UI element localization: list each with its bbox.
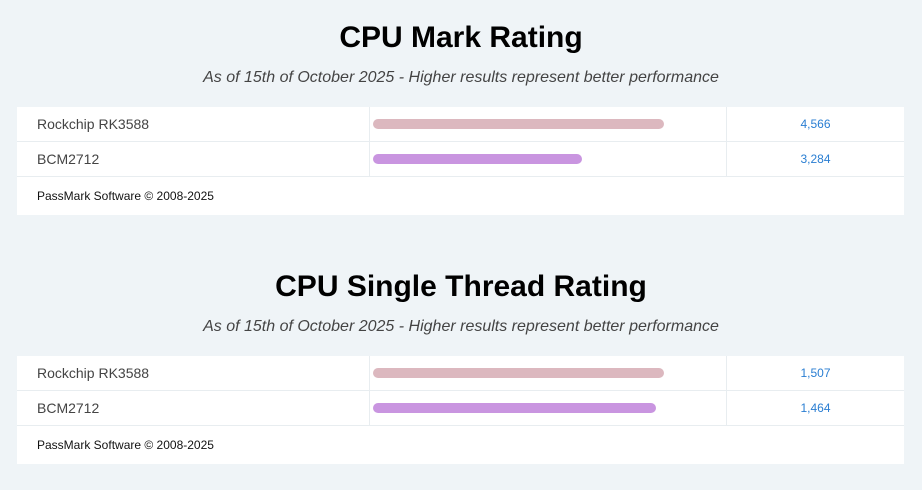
- cpu-name[interactable]: Rockchip RK3588: [17, 356, 370, 390]
- cpu-name[interactable]: BCM2712: [17, 391, 370, 425]
- chart-title: CPU Single Thread Rating: [275, 270, 647, 303]
- score-value[interactable]: 1,507: [800, 366, 831, 380]
- footer-credit: PassMark Software © 2008-2025: [37, 438, 214, 452]
- table-row: Rockchip RK3588 4,566: [17, 107, 904, 142]
- table-row: BCM2712 3,284: [17, 142, 904, 177]
- score-value[interactable]: 4,566: [800, 117, 831, 131]
- cpu-name[interactable]: BCM2712: [17, 142, 370, 176]
- cpu-mark-section: CPU Mark Rating As of 15th of October 20…: [0, 20, 922, 88]
- bar-cell: [371, 142, 727, 176]
- single-thread-table: Rockchip RK3588 1,507 BCM2712 1,464 Pass…: [17, 356, 904, 464]
- table-row: Rockchip RK3588 1,507: [17, 356, 904, 391]
- cpu-name[interactable]: Rockchip RK3588: [17, 107, 370, 141]
- bar-cell: [371, 391, 727, 425]
- bar-rockchip-rk3588: [373, 119, 664, 129]
- bar-cell: [371, 107, 727, 141]
- footer-credit: PassMark Software © 2008-2025: [37, 189, 214, 203]
- chart-title: CPU Mark Rating: [339, 21, 583, 54]
- chart-subtitle: As of 15th of October 2025 - Higher resu…: [203, 69, 719, 86]
- bar-rockchip-rk3588: [373, 368, 664, 378]
- score-value[interactable]: 3,284: [800, 152, 831, 166]
- bar-bcm2712: [373, 403, 656, 413]
- table-row: BCM2712 1,464: [17, 391, 904, 426]
- single-thread-section: CPU Single Thread Rating As of 15th of O…: [0, 269, 922, 337]
- bar-bcm2712: [373, 154, 582, 164]
- bar-cell: [371, 356, 727, 390]
- score-value[interactable]: 1,464: [800, 401, 831, 415]
- cpu-mark-table: Rockchip RK3588 4,566 BCM2712 3,284 Pass…: [17, 107, 904, 215]
- chart-subtitle: As of 15th of October 2025 - Higher resu…: [203, 318, 719, 335]
